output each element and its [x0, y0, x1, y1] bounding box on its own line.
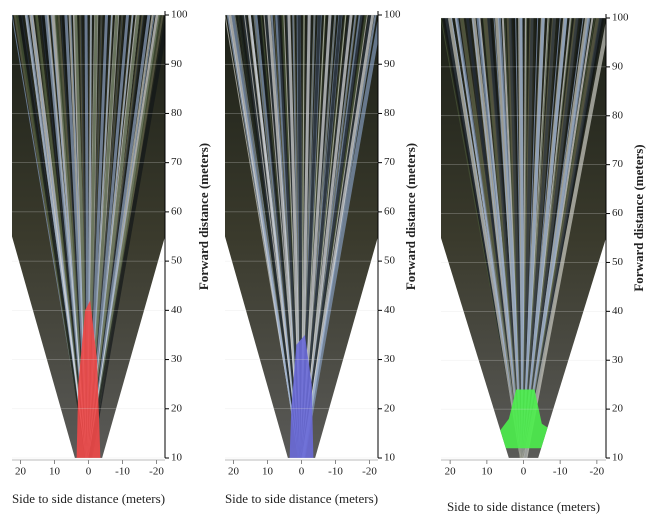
y-axis-label: Forward distance (meters): [196, 143, 211, 290]
y-axis-label: Forward distance (meters): [631, 144, 646, 291]
y-tick-label: 50: [612, 256, 624, 268]
y-tick-label: 50: [384, 255, 396, 267]
x-tick-label: -10: [115, 466, 130, 478]
y-tick-label: 100: [384, 9, 401, 21]
x-tick-label: -20: [589, 466, 604, 478]
y-axis-label: Forward distance (meters): [403, 143, 418, 290]
x-tick-label: 20: [228, 466, 240, 478]
x-tick-label: 20: [15, 466, 27, 478]
y-tick-label: 80: [171, 107, 183, 119]
x-tick-label: -10: [328, 466, 343, 478]
y-tick-label: 20: [171, 402, 183, 414]
x-tick-label: -10: [553, 466, 568, 478]
y-tick-label: 10: [384, 452, 396, 464]
x-tick-label: 10: [481, 466, 493, 478]
drivable-region: [76, 300, 101, 458]
x-tick-label: 10: [49, 466, 61, 478]
x-axis-label: Side to side distance (meters): [12, 491, 165, 506]
y-tick-label: 70: [384, 156, 396, 168]
x-tick-label: 10: [262, 466, 274, 478]
y-tick-label: 70: [171, 156, 183, 168]
y-tick-label: 60: [384, 205, 396, 217]
y-tick-label: 90: [384, 58, 396, 70]
y-tick-label: 90: [612, 60, 624, 72]
y-tick-label: 30: [384, 353, 396, 365]
y-tick-label: 30: [171, 353, 183, 365]
x-tick-label: -20: [362, 466, 377, 478]
x-tick-label: 20: [445, 466, 457, 478]
y-tick-label: 50: [171, 255, 183, 267]
y-tick-label: 60: [612, 207, 624, 219]
x-axis-label: Side to side distance (meters): [447, 499, 600, 514]
image-stripe: [521, 18, 606, 458]
image-stripe: [299, 15, 378, 458]
y-tick-label: 80: [384, 107, 396, 119]
bev-image: [12, 15, 165, 458]
y-tick-label: 100: [171, 9, 188, 21]
x-tick-label: 0: [86, 466, 92, 478]
x-tick-label: 0: [299, 466, 305, 478]
y-tick-label: 40: [612, 305, 624, 317]
y-tick-label: 10: [171, 452, 183, 464]
y-tick-label: 60: [171, 205, 183, 217]
y-tick-label: 20: [384, 402, 396, 414]
x-tick-label: -20: [149, 466, 164, 478]
image-stripe: [86, 15, 165, 458]
x-tick-label: 0: [521, 466, 527, 478]
x-axis-label: Side to side distance (meters): [225, 491, 378, 506]
y-tick-label: 40: [384, 304, 396, 316]
drivable-region: [289, 334, 314, 458]
bev-image: [441, 18, 606, 458]
y-tick-label: 40: [171, 304, 183, 316]
bev-image: [225, 15, 378, 458]
drivable-region: [497, 389, 550, 449]
y-tick-label: 100: [612, 12, 629, 24]
y-tick-label: 90: [171, 58, 183, 70]
y-tick-label: 80: [612, 109, 624, 121]
y-tick-label: 70: [612, 158, 624, 170]
y-tick-label: 30: [612, 354, 624, 366]
y-tick-label: 20: [612, 403, 624, 415]
y-tick-label: 10: [612, 452, 624, 464]
